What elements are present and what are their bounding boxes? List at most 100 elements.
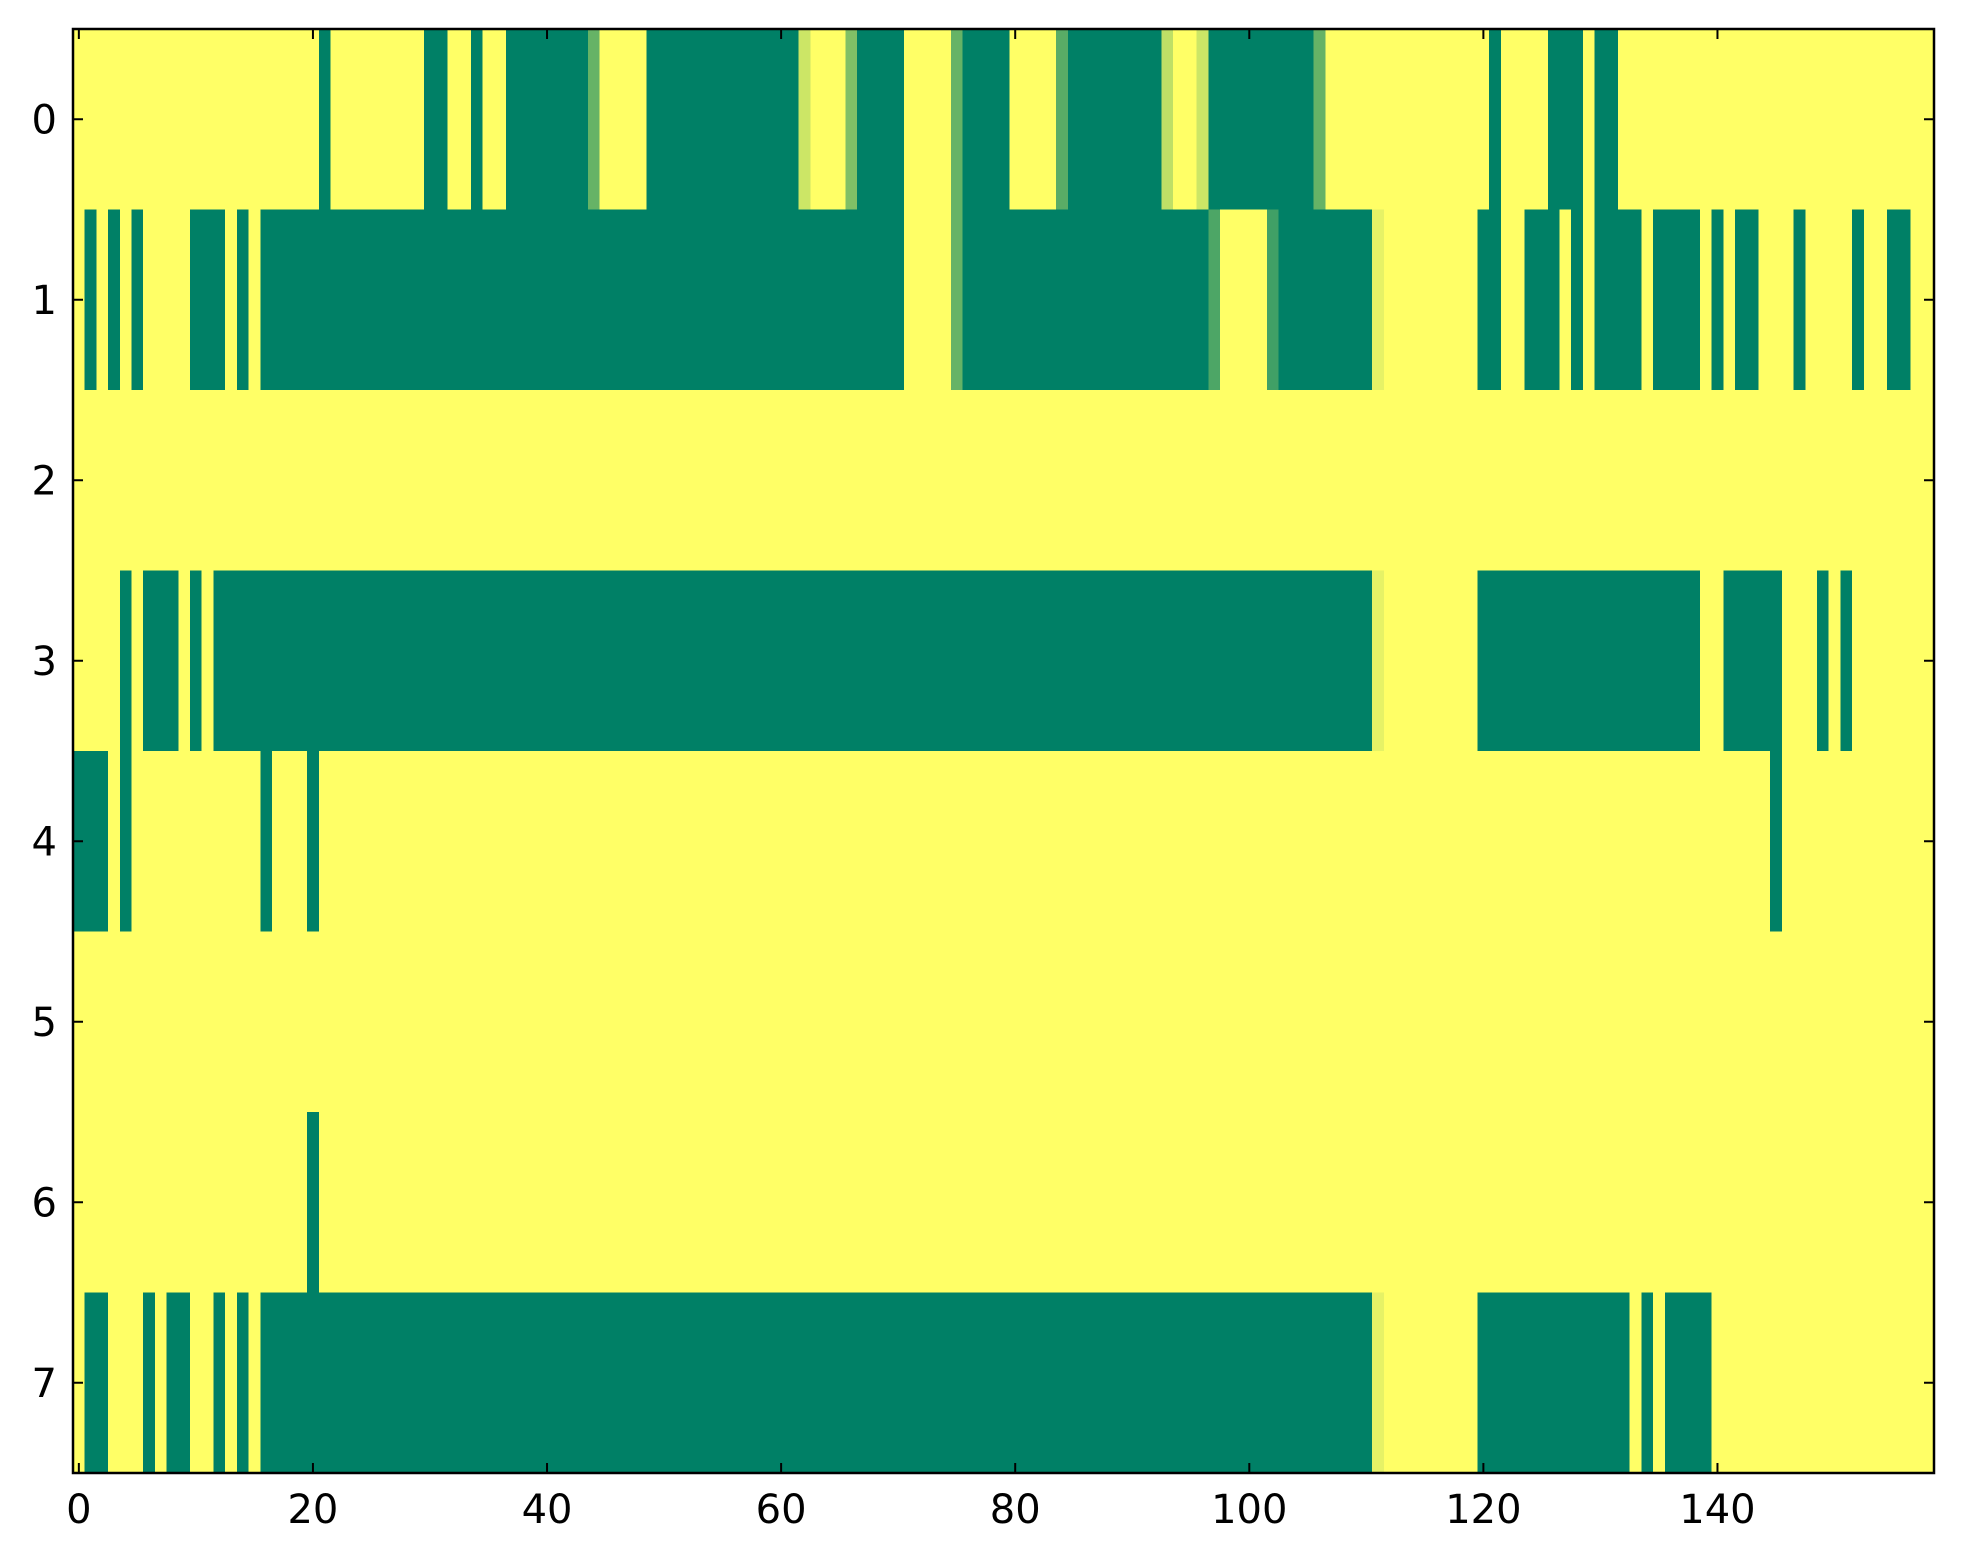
heatmap-cell	[1477, 570, 1490, 751]
heatmap-cell	[1056, 570, 1069, 751]
heatmap-cell	[1840, 29, 1853, 210]
heatmap-cell	[997, 751, 1010, 932]
heatmap-cell	[1699, 1112, 1713, 1293]
heatmap-cell	[1606, 751, 1619, 932]
heatmap-cell	[915, 931, 929, 1112]
heatmap-cells	[73, 29, 1935, 1473]
heatmap-cell	[1816, 931, 1830, 1112]
heatmap-cell	[1009, 209, 1022, 390]
heatmap-cell	[1898, 570, 1912, 751]
heatmap-cell	[1477, 1112, 1490, 1293]
heatmap-cell	[646, 390, 659, 571]
heatmap-cell	[400, 390, 414, 571]
heatmap-cell	[470, 1292, 484, 1473]
heatmap-cell	[1676, 390, 1689, 571]
heatmap-cell	[1301, 570, 1315, 751]
heatmap-cell	[459, 1292, 472, 1473]
heatmap-cell	[1875, 570, 1888, 751]
heatmap-cell	[1629, 390, 1642, 571]
heatmap-cell	[1477, 751, 1490, 932]
heatmap-cell	[868, 390, 882, 571]
heatmap-cell	[307, 751, 320, 932]
heatmap-cell	[1641, 751, 1654, 932]
heatmap-cell	[225, 390, 238, 571]
heatmap-cell	[751, 390, 765, 571]
heatmap-cell	[377, 1112, 390, 1293]
heatmap-cell	[658, 1292, 671, 1473]
heatmap-cell	[1372, 751, 1385, 932]
heatmap-cell	[260, 29, 273, 210]
heatmap-cell	[377, 209, 390, 390]
heatmap-cell	[1407, 751, 1420, 932]
heatmap-cell	[1875, 751, 1888, 932]
heatmap-cell	[880, 1112, 893, 1293]
heatmap-cell	[178, 1112, 191, 1293]
heatmap-cell	[1606, 29, 1619, 210]
heatmap-cell	[611, 390, 624, 571]
heatmap-cell	[1758, 570, 1771, 751]
heatmap-cell	[1536, 751, 1549, 932]
heatmap-cell	[506, 570, 519, 751]
heatmap-cell	[248, 570, 261, 751]
heatmap-cell	[974, 209, 987, 390]
heatmap-cell	[693, 931, 706, 1112]
heatmap-cell	[1875, 29, 1888, 210]
heatmap-cell	[786, 390, 800, 571]
heatmap-cell	[1325, 209, 1338, 390]
heatmap-cell	[740, 570, 753, 751]
heatmap-cell	[763, 29, 776, 210]
heatmap-cell	[798, 931, 811, 1112]
heatmap-cell	[892, 390, 905, 571]
heatmap-cell	[1676, 29, 1689, 210]
heatmap-cell	[927, 1112, 940, 1293]
heatmap-cell	[447, 1292, 460, 1473]
x-tick-label: 40	[522, 1487, 573, 1533]
heatmap-cell	[1770, 931, 1783, 1112]
heatmap-cell	[1056, 1292, 1069, 1473]
heatmap-cell	[763, 1292, 776, 1473]
heatmap-cell	[1032, 390, 1046, 571]
heatmap-cell	[939, 29, 952, 210]
heatmap-cell	[1664, 390, 1678, 571]
heatmap-cell	[1840, 209, 1853, 390]
heatmap-cell	[389, 29, 402, 210]
heatmap-cell	[1852, 29, 1865, 210]
heatmap-cell	[1266, 209, 1280, 390]
heatmap-cell	[693, 1292, 706, 1473]
heatmap-cell	[1407, 1112, 1420, 1293]
heatmap-cell	[576, 1112, 589, 1293]
heatmap-cell	[377, 390, 390, 571]
heatmap-cell	[1571, 931, 1584, 1112]
heatmap-cell	[1711, 390, 1724, 571]
heatmap-cell	[1723, 751, 1736, 932]
heatmap-cell	[178, 29, 191, 210]
heatmap-cell	[1699, 209, 1713, 390]
heatmap-cell	[763, 570, 776, 751]
heatmap-cell	[705, 390, 718, 571]
heatmap-cell	[587, 751, 601, 932]
heatmap-cell	[763, 751, 776, 932]
heatmap-cell	[1735, 1292, 1748, 1473]
heatmap-cell	[1348, 570, 1362, 751]
heatmap-cell	[131, 751, 144, 932]
heatmap-cell	[1407, 29, 1420, 210]
heatmap-cell	[1419, 931, 1432, 1112]
heatmap-cell	[1852, 390, 1865, 571]
heatmap-cell	[1617, 390, 1631, 571]
heatmap-cell	[892, 209, 905, 390]
heatmap-cell	[1067, 1292, 1081, 1473]
heatmap-cell	[845, 570, 858, 751]
heatmap-cell	[705, 1112, 718, 1293]
heatmap-cell	[84, 390, 98, 571]
heatmap-cell	[868, 931, 882, 1112]
heatmap-cell	[1442, 931, 1455, 1112]
heatmap-cell	[740, 29, 753, 210]
heatmap-cell	[330, 570, 343, 751]
heatmap-cell	[424, 209, 437, 390]
heatmap-cell	[1442, 751, 1455, 932]
heatmap-cell	[213, 209, 226, 390]
heatmap-cell	[1617, 1292, 1631, 1473]
heatmap-cell	[1582, 751, 1596, 932]
heatmap-cell	[1032, 209, 1046, 390]
heatmap-cell	[634, 209, 648, 390]
